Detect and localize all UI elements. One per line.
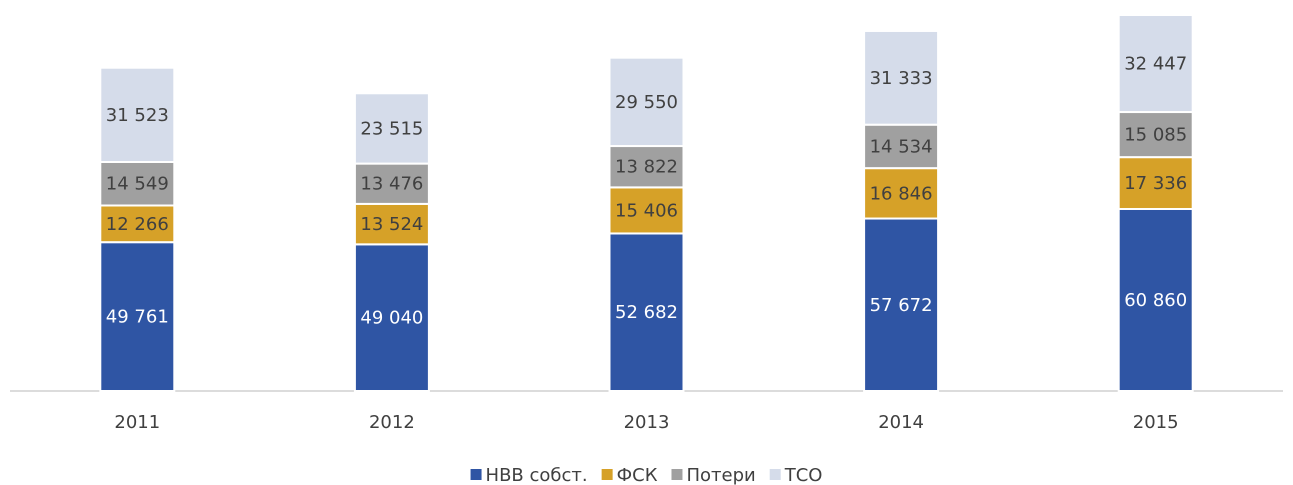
legend-item: НВВ собст.: [470, 465, 588, 485]
bar-segment: [608, 56, 685, 148]
data-label: 16 846: [870, 183, 933, 204]
bar-segment: [1117, 14, 1194, 114]
data-label: 49 040: [360, 308, 423, 329]
x-tick-label: 2013: [624, 412, 670, 433]
data-label: 15 085: [1124, 125, 1187, 146]
legend-label: ФСК: [617, 465, 658, 485]
bar-segment: [863, 217, 940, 392]
bar-segment: [1117, 111, 1194, 159]
legend-swatch: [769, 469, 781, 480]
data-label: 29 550: [615, 92, 678, 113]
bar-segment: [99, 204, 176, 244]
legend-swatch: [671, 469, 683, 480]
data-label: 14 549: [106, 174, 169, 195]
data-label: 49 761: [106, 307, 169, 328]
data-label: 57 672: [870, 295, 933, 316]
legend-label: ТСО: [784, 465, 823, 485]
bar-segment: [353, 162, 430, 205]
data-label: 15 406: [615, 200, 678, 221]
x-tick-label: 2014: [878, 412, 924, 433]
legend-label: НВВ собст.: [486, 465, 588, 485]
legend-label: Потери: [686, 465, 755, 485]
legend-item: ФСК: [601, 465, 658, 485]
legend-item: Потери: [671, 465, 756, 485]
bar-segment: [863, 29, 940, 126]
data-label: 52 682: [615, 302, 678, 323]
legend-swatch: [601, 469, 613, 480]
x-tick-label: 2015: [1133, 412, 1179, 433]
legend-swatch: [470, 469, 482, 480]
bar-segment: [1117, 207, 1194, 392]
data-label: 31 333: [870, 68, 933, 89]
x-tick-label: 2012: [369, 412, 415, 433]
data-label: 13 476: [360, 174, 423, 195]
bar-segment: [863, 123, 940, 170]
bar-segment: [353, 92, 430, 165]
bar-segment: [1117, 156, 1194, 210]
data-label: 14 534: [870, 136, 933, 157]
legend-item: ТСО: [769, 465, 823, 485]
data-label: 12 266: [106, 214, 169, 235]
bar-segment: [608, 145, 685, 189]
data-label: 13 524: [360, 214, 423, 235]
data-label: 60 860: [1124, 290, 1187, 311]
data-label: 32 447: [1124, 54, 1187, 75]
data-label: 13 822: [615, 157, 678, 178]
bar-segment: [353, 202, 430, 246]
data-label: 31 523: [106, 105, 169, 126]
bar-segment: [99, 66, 176, 163]
bar-segment: [353, 243, 430, 392]
x-tick-label: 2011: [114, 412, 160, 433]
data-label: 17 336: [1124, 173, 1187, 194]
bar-segment: [608, 186, 685, 235]
data-label: 23 515: [360, 118, 423, 139]
bar-segment: [608, 232, 685, 392]
bar-segment: [99, 241, 176, 392]
